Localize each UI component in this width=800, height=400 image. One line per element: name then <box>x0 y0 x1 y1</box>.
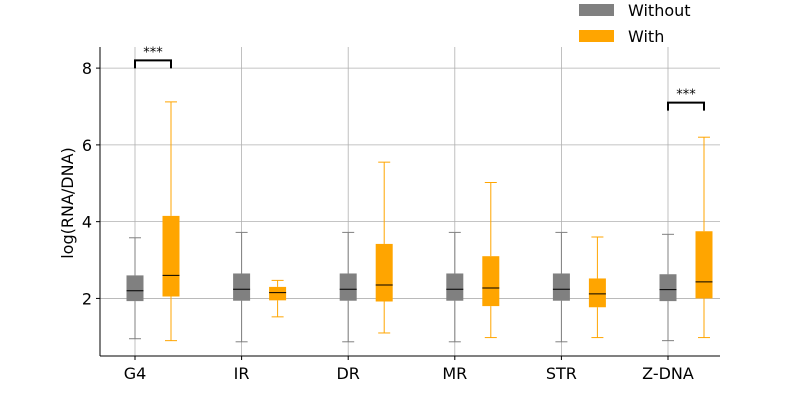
box-layer <box>126 101 713 343</box>
x-tick-label: Z-DNA <box>642 364 694 383</box>
significance-label: *** <box>143 45 163 60</box>
x-tick-label: STR <box>546 364 577 383</box>
box-with-mr <box>482 181 500 339</box>
box-body <box>233 273 251 301</box>
y-axis-label: log(RNA/DNA) <box>58 147 77 259</box>
grid-layer <box>100 47 720 356</box>
box-without-mr <box>446 231 464 343</box>
box-with-str <box>588 236 606 339</box>
box-with-dr <box>375 161 393 334</box>
box-body <box>339 273 357 301</box>
x-tick-label: DR <box>336 364 359 383</box>
box-without-dr <box>339 231 357 343</box>
significance-annotation: *** <box>667 88 705 111</box>
legend-label: With <box>628 27 664 46</box>
legend-label: Without <box>628 1 691 20</box>
box-body <box>482 256 500 307</box>
significance-bracket <box>134 59 172 69</box>
box-body <box>552 273 570 301</box>
box-body <box>126 275 144 302</box>
legend-swatch <box>579 30 614 42</box>
box-without-z-dna <box>659 233 677 342</box>
tick-layer: 2 4 6 8 G4 IR DR MR STR Z-DNA <box>82 59 694 383</box>
box-body <box>659 274 677 302</box>
box-body <box>375 243 393 302</box>
legend-swatch <box>579 4 614 16</box>
significance-label: *** <box>676 88 696 103</box>
box-body <box>269 286 287 301</box>
annotation-layer: *** *** <box>134 45 705 111</box>
significance-annotation: *** <box>134 45 172 69</box>
box-with-z-dna <box>695 136 713 339</box>
x-tick-label: MR <box>442 364 467 383</box>
y-tick-label: 4 <box>82 213 92 232</box>
legend-entry-with: With <box>579 27 664 46</box>
y-tick-label: 6 <box>82 136 92 155</box>
box-with-ir <box>269 279 287 318</box>
y-tick-label: 8 <box>82 59 92 78</box>
x-tick-label: IR <box>234 364 250 383</box>
axes-layer <box>99 47 720 357</box>
legend-entry-without: Without <box>579 1 691 20</box>
x-tick-label: G4 <box>124 364 147 383</box>
y-tick-label: 2 <box>82 289 92 308</box>
significance-bracket <box>667 101 705 111</box>
box-body <box>695 231 713 299</box>
box-body <box>446 273 464 301</box>
box-without-g4 <box>126 237 144 340</box>
box-body <box>588 278 606 308</box>
box-with-g4 <box>162 101 180 342</box>
legend: Without With <box>579 1 691 46</box>
box-without-ir <box>233 231 251 343</box>
box-without-str <box>552 231 570 343</box>
box-body <box>162 215 180 297</box>
